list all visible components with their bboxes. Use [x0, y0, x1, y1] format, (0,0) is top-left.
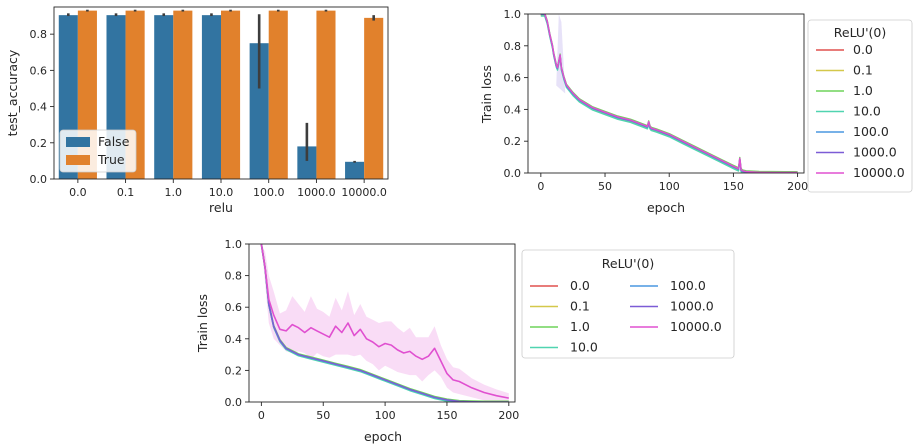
bar-chart-test-accuracy: 0.0 0.1 1.0 10.0 100.0 1000.0 10000.0 0.0 0.2 0.…: [5, 6, 389, 215]
x-tick-label-50: 50: [316, 409, 330, 422]
series-line-1.0: [544, 14, 798, 173]
series-line-10000.0: [540, 14, 798, 173]
legend-label-1000.0: 1000.0: [670, 299, 714, 314]
y-tick-label-0.4: 0.4: [225, 333, 243, 346]
legend-label-10.0: 10.0: [853, 104, 881, 119]
line-chart-top-legend-title: ReLU'(0): [834, 25, 886, 40]
x-tick-label-150: 150: [436, 409, 457, 422]
y-tick-label-0.2: 0.2: [225, 364, 243, 377]
x-tick-label-150: 150: [723, 180, 744, 193]
x-tick-label-200: 200: [498, 409, 519, 422]
line-chart-top-frame: [527, 13, 805, 174]
y-tick-label-0.6: 0.6: [225, 301, 243, 314]
bar-chart-ylabel: test_accuracy: [5, 49, 20, 136]
x-tick-label-100: 100: [659, 180, 680, 193]
bar-true-10.0: [221, 10, 241, 180]
legend-label-10.0: 10.0: [570, 340, 598, 355]
series-line-0.0: [540, 14, 756, 173]
legend-label-10000.0: 10000.0: [670, 319, 722, 334]
bar-true-10000.0: [364, 17, 384, 179]
bar-true-1.0: [173, 10, 193, 180]
legend-label-1.0: 1.0: [853, 83, 873, 98]
legend-label-1.0: 1.0: [570, 319, 590, 334]
x-tick-label-0.1: 0.1: [117, 186, 135, 199]
line-chart-top-legend: ReLU'(0) 0.0 0.1 1.0 10.0 100.0 1000.0 10000.0: [807, 19, 913, 193]
confidence-band-10000: [261, 244, 509, 402]
y-tick-label-0.0: 0.0: [30, 173, 48, 186]
y-tick-label-0.0: 0.0: [504, 167, 522, 180]
series-line-0.1: [540, 14, 798, 173]
y-tick-label-0.8: 0.8: [504, 40, 522, 53]
legend-label-10000.0: 10000.0: [853, 165, 905, 180]
x-tick-label-0.0: 0.0: [69, 186, 87, 199]
line-chart-bottom-legend-title: ReLU'(0): [602, 256, 654, 271]
bar-chart-legend: False True: [59, 129, 137, 173]
legend-label-100.0: 100.0: [853, 124, 889, 139]
bar-true-1000.0: [316, 10, 336, 180]
series-line-10.0: [540, 15, 746, 173]
legend-label-false: False: [98, 134, 130, 149]
y-tick-label-0.6: 0.6: [30, 64, 48, 77]
line-chart-top-ylabel: Train loss: [479, 65, 494, 124]
legend-swatch-true: [66, 155, 90, 165]
bar-false-1.0: [154, 15, 174, 179]
line-chart-top-xlabel: epoch: [647, 200, 685, 215]
bar-false-10000.0: [345, 161, 365, 179]
x-tick-label-1.0: 1.0: [165, 186, 183, 199]
bar-false-10.0: [201, 15, 221, 179]
series-line-1000.0: [540, 14, 798, 173]
line-chart-top-legend-box: [807, 19, 913, 193]
y-tick-label-1.0: 1.0: [225, 238, 243, 251]
legend-label-0.0: 0.0: [570, 278, 590, 293]
series-line-100.0: [540, 14, 798, 173]
line-chart-top-right: 0 50 100 150 200 0.0 0.2 0.4 0.6 0.8 1.0 epoch Tr…: [479, 8, 913, 215]
x-tick-label-0: 0: [258, 409, 265, 422]
x-tick-label-1000.0: 1000.0: [297, 186, 336, 199]
line-chart-bottom-ylabel: Train loss: [195, 294, 210, 353]
line-chart-bottom-frame: [248, 243, 516, 403]
line-chart-bottom-xlabel: epoch: [364, 429, 402, 444]
y-tick-label-0.6: 0.6: [504, 72, 522, 85]
y-tick-label-0.8: 0.8: [225, 270, 243, 283]
x-tick-label-10.0: 10.0: [209, 186, 234, 199]
legend-swatch-false: [66, 137, 90, 147]
line-chart-bottom-legend: ReLU'(0) 0.0 0.1 1.0 10.0 100.0 1000.0 10000.0: [521, 249, 735, 359]
line-chart-bottom-legend-box: [521, 249, 735, 359]
legend-label-1000.0: 1000.0: [853, 145, 897, 160]
legend-label-0.0: 0.0: [853, 42, 873, 57]
bar-chart-xlabel: relu: [209, 200, 233, 215]
series-line-1000.0: [260, 244, 509, 402]
bar-true-100.0: [268, 10, 288, 180]
bar-false-100.0: [249, 43, 269, 179]
x-tick-label-0: 0: [537, 180, 544, 193]
y-tick-label-0.4: 0.4: [30, 101, 48, 114]
legend-label-true: True: [97, 152, 125, 167]
x-tick-label-50: 50: [598, 180, 612, 193]
series-line-10000.0: [260, 244, 509, 399]
x-tick-label-100: 100: [375, 409, 396, 422]
bar-false-1000.0: [297, 146, 317, 179]
y-tick-label-0.4: 0.4: [504, 103, 522, 116]
legend-label-100.0: 100.0: [670, 278, 706, 293]
legend-label-0.1: 0.1: [570, 299, 590, 314]
y-tick-label-0.2: 0.2: [504, 135, 522, 148]
x-tick-label-200: 200: [787, 180, 808, 193]
legend-label-0.1: 0.1: [853, 63, 873, 78]
y-tick-label-0.2: 0.2: [30, 137, 48, 150]
x-tick-label-100.0: 100.0: [253, 186, 285, 199]
line-chart-bottom: 0 50 100 150 200 0.0 0.2 0.4 0.6 0.8 1.0 epoch Tr…: [195, 238, 735, 444]
y-tick-label-0.0: 0.0: [225, 396, 243, 409]
x-tick-label-10000.0: 10000.0: [341, 186, 387, 199]
y-tick-label-1.0: 1.0: [504, 8, 522, 21]
y-tick-label-0.8: 0.8: [30, 28, 48, 41]
